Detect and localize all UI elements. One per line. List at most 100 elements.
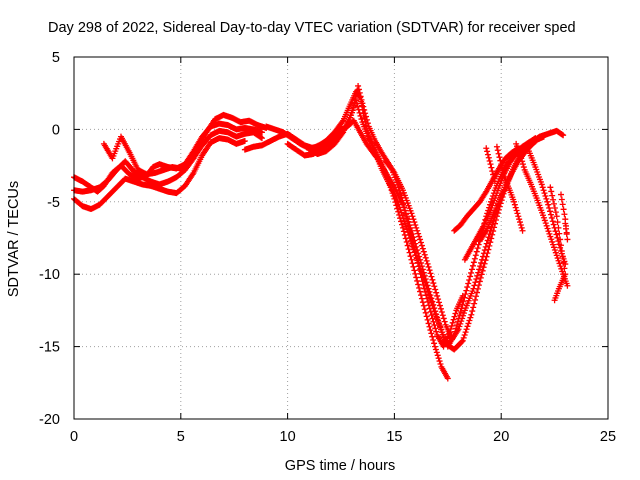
data-point: [419, 299, 426, 306]
x-tick-label: 10: [280, 429, 296, 445]
data-point: [472, 296, 479, 303]
data-point: [427, 270, 434, 277]
data-point: [491, 178, 498, 185]
y-tick-label: 0: [52, 122, 60, 138]
data-point: [412, 248, 419, 255]
data-point: [416, 233, 423, 240]
data-point: [417, 239, 424, 246]
data-point: [430, 318, 437, 325]
data-point: [515, 213, 522, 220]
data-point: [432, 310, 439, 317]
data-point: [467, 314, 474, 321]
data-point: [433, 313, 440, 320]
data-point: [552, 249, 559, 256]
series-arc-15: [513, 140, 571, 289]
data-point: [423, 257, 430, 264]
data-point: [413, 224, 420, 231]
data-point: [436, 358, 443, 365]
data-point: [426, 323, 433, 330]
data-point: [547, 211, 554, 218]
data-point: [475, 269, 482, 276]
data-point: [418, 242, 425, 249]
data-point: [486, 157, 493, 164]
data-point: [416, 267, 423, 274]
data-point: [479, 253, 486, 260]
data-point: [417, 236, 424, 243]
data-point: [549, 192, 556, 199]
data-point: [420, 302, 427, 309]
data-point: [353, 100, 360, 107]
data-point: [432, 286, 439, 293]
x-tick-label: 0: [70, 429, 78, 445]
data-point: [500, 170, 507, 177]
series-arc-8: [305, 97, 451, 382]
data-point: [513, 207, 520, 214]
data-point: [451, 313, 458, 320]
data-point: [479, 267, 486, 274]
data-point: [405, 222, 412, 229]
data-point: [428, 330, 435, 337]
data-point: [392, 199, 399, 206]
data-point: [429, 276, 436, 283]
data-point: [446, 329, 453, 336]
y-tick-label: -20: [39, 412, 60, 428]
data-point: [551, 297, 558, 304]
data-point: [550, 244, 557, 251]
data-point: [402, 235, 409, 242]
data-point: [405, 246, 412, 253]
data-point: [546, 205, 553, 212]
data-point: [397, 190, 404, 197]
data-point: [473, 248, 480, 255]
data-point: [410, 216, 417, 223]
data-point: [430, 280, 437, 287]
data-point: [388, 187, 395, 194]
data-point: [396, 187, 403, 194]
data-point: [543, 222, 550, 229]
data-point: [558, 196, 565, 203]
data-point: [560, 132, 567, 139]
data-point: [414, 227, 421, 234]
data-point: [433, 349, 440, 356]
data-point: [434, 316, 441, 323]
data-point: [494, 147, 501, 154]
data-point: [481, 247, 488, 254]
data-point: [483, 240, 490, 247]
data-point: [459, 292, 466, 299]
data-point: [424, 260, 431, 267]
data-point: [396, 211, 403, 218]
data-point: [354, 103, 361, 110]
data-point: [470, 285, 477, 292]
data-point: [474, 272, 481, 279]
data-point: [554, 219, 561, 226]
data-point: [473, 293, 480, 300]
data-point: [459, 337, 466, 344]
data-point: [480, 264, 487, 271]
data-point: [512, 204, 519, 211]
x-axis-label: GPS time / hours: [285, 458, 395, 474]
x-tick-label: 20: [493, 429, 509, 445]
series-arc-2: [71, 127, 265, 195]
data-point: [460, 334, 467, 341]
data-point: [433, 289, 440, 296]
data-point: [418, 274, 425, 281]
data-point: [364, 120, 371, 127]
data-point: [390, 193, 397, 200]
series-arc-13: [493, 143, 526, 234]
data-point: [499, 167, 506, 174]
data-point: [422, 309, 429, 316]
data-point: [463, 287, 470, 294]
data-point: [552, 228, 559, 235]
data-point: [549, 218, 556, 225]
data-point: [553, 231, 560, 238]
data-point: [552, 209, 559, 216]
data-point: [487, 161, 494, 168]
data-point: [486, 230, 493, 237]
data-point: [518, 224, 525, 231]
data-point: [358, 96, 365, 103]
data-point: [546, 230, 553, 237]
data-point: [539, 184, 546, 191]
data-point: [258, 129, 265, 136]
data-point: [561, 265, 568, 272]
data-point: [421, 285, 428, 292]
